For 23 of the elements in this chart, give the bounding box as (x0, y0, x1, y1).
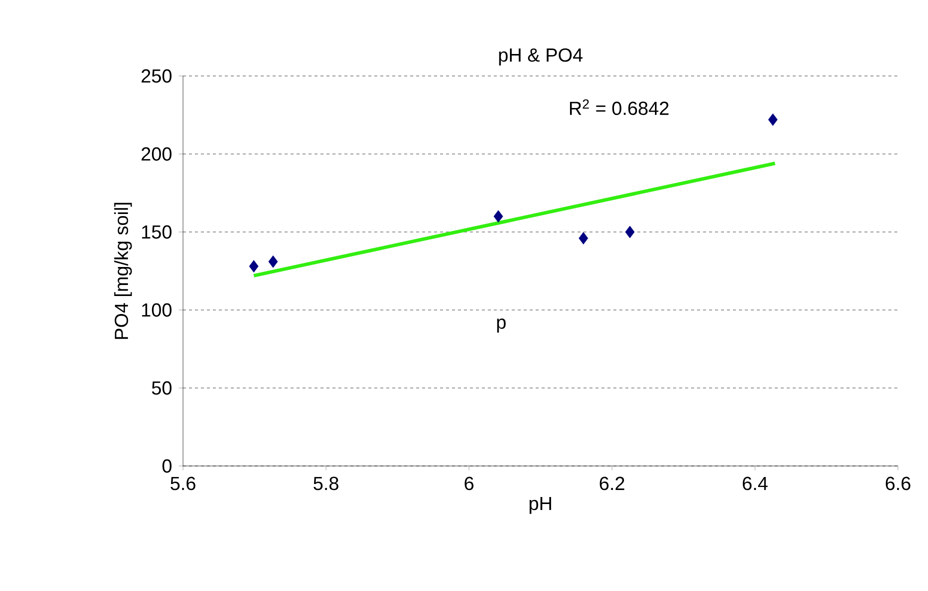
point (768, 113, 778, 126)
x-axis-title: pH (530, 496, 552, 514)
x-tick-label: 6.4 (742, 476, 768, 490)
x-tick-label: 5.8 (314, 476, 338, 490)
point (249, 260, 258, 273)
chart-title: pH & PO4 (499, 48, 583, 66)
point (578, 232, 588, 244)
y-tick-label: 150 (142, 225, 172, 239)
y-tick-label: 0 (162, 459, 172, 473)
x-tick-label: 6 (464, 476, 474, 490)
y-tick-label: 100 (142, 303, 172, 317)
x-tick-label: 6.6 (886, 476, 910, 490)
x-tick-label: 5.6 (170, 476, 196, 490)
y-tick-label: 200 (142, 147, 172, 161)
y-axis-title: PO4 [mg/kg soil] (114, 202, 132, 339)
y-tick-label: 250 (142, 69, 172, 83)
y-tick-label: 50 (152, 381, 172, 395)
point (494, 210, 504, 223)
point (268, 255, 278, 268)
annotation: R$^{2}$ = 0.6842 (570, 99, 668, 116)
x-tick-label: 6.2 (600, 476, 624, 490)
annotation: p (497, 318, 506, 333)
point (625, 226, 635, 238)
